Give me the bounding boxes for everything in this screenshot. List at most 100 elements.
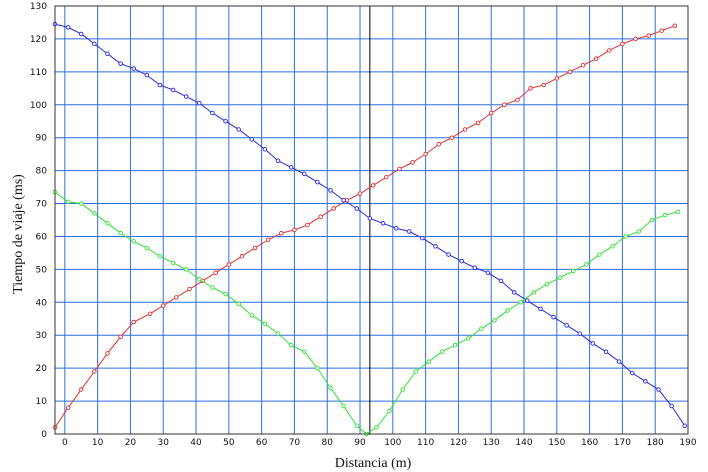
x-tick-label: 160 [581, 438, 598, 448]
y-tick-label: 40 [36, 298, 48, 308]
series-0-line [54, 25, 676, 428]
series-1-point [538, 306, 543, 312]
series-1-point [131, 66, 136, 71]
series-0-point [672, 23, 678, 29]
series-0-point [528, 86, 533, 91]
series-1-point [341, 197, 346, 203]
series-2-point [65, 199, 71, 205]
series-1-point [262, 146, 268, 152]
x-tick-label: 190 [679, 438, 696, 448]
series-2-point [144, 245, 150, 251]
series-1-point [157, 82, 163, 88]
series-0-point [147, 311, 153, 317]
x-tick-label: 120 [450, 438, 467, 448]
y-tick-label: 60 [36, 232, 48, 242]
series-2-point [78, 201, 84, 206]
series-1-point [590, 341, 596, 346]
x-tick-label: 70 [289, 438, 301, 448]
series-2-point [610, 244, 615, 249]
y-axis-title: Tiempo de viaje (ms) [11, 174, 26, 294]
series-1-point [197, 100, 202, 106]
series-0-point [502, 102, 507, 108]
series-0-point [160, 303, 166, 308]
series-2-point [341, 403, 346, 409]
y-tick-label: 100 [30, 101, 47, 111]
series-1-point [65, 25, 71, 30]
series-2-point [223, 291, 228, 297]
series-1-point [472, 265, 478, 270]
series-2-point [236, 301, 241, 307]
series-0-point [397, 166, 402, 172]
y-tick-label: 80 [36, 167, 48, 177]
series-0-point [541, 82, 546, 88]
plot-frame [54, 5, 689, 435]
series-0-point [449, 135, 455, 140]
series-0-point [92, 369, 97, 374]
y-tick-label: 0 [41, 430, 47, 440]
series-1-point [92, 41, 97, 47]
series-1-point [275, 158, 281, 163]
series-2-point [118, 230, 123, 236]
series-0-point [131, 319, 136, 325]
series-2-point [531, 290, 537, 295]
series-1-point [105, 51, 110, 56]
series-1-point [288, 165, 294, 170]
y-tick-label: 130 [30, 2, 47, 12]
series-2-point [584, 262, 589, 267]
series-0-point [620, 41, 625, 47]
series-1-point [511, 290, 517, 295]
series-1-point [328, 188, 333, 193]
series-0-point [213, 270, 218, 275]
series-1-point [302, 171, 307, 177]
series-2-point [544, 281, 550, 287]
series-2-point [662, 212, 668, 218]
series-2-point [262, 321, 268, 326]
series-1-point [669, 403, 674, 409]
series-2-point [328, 385, 333, 391]
series-1-point [183, 94, 189, 99]
series-1-point [616, 359, 622, 364]
series-1-point [485, 270, 491, 275]
series-1-point [433, 244, 438, 249]
series-2-point [131, 239, 136, 244]
y-tick-label: 20 [36, 364, 48, 374]
series-1-point [380, 221, 386, 226]
y-tick-label: 50 [36, 265, 48, 275]
series-2-point [275, 331, 281, 336]
series-2-point [649, 217, 655, 223]
series-2-point [374, 425, 379, 430]
series-2-point [557, 275, 563, 280]
series-0-point [488, 110, 494, 116]
series-0-point [593, 56, 599, 61]
series-0-point [384, 174, 389, 180]
series-1-point [420, 235, 425, 241]
series-2-point [426, 359, 432, 364]
x-tick-label: 80 [321, 438, 333, 448]
series-0-point [423, 151, 428, 157]
series-1-point [315, 179, 320, 185]
series-1-point [354, 206, 359, 211]
x-axis-title: Distancia (m) [335, 456, 412, 471]
series-0-point [252, 245, 258, 251]
axes [54, 5, 689, 435]
series-2-point [492, 318, 497, 323]
x-tick-label: 150 [548, 438, 565, 448]
series-0-point [331, 206, 337, 211]
series-0-point [174, 295, 179, 300]
series-2-point [315, 365, 320, 371]
grid [55, 5, 689, 435]
series-1-point [498, 278, 504, 284]
series-2-point [400, 387, 405, 392]
series-1-point [577, 331, 583, 336]
x-tick-label: 140 [515, 438, 532, 448]
series-1-point [406, 229, 412, 234]
series-2-point [387, 408, 392, 414]
y-tick-label: 120 [30, 35, 47, 45]
series-0-point [436, 142, 441, 147]
series-1-point [629, 370, 635, 376]
series-0-point [226, 262, 232, 267]
series-2-point [354, 423, 359, 429]
series-0-point [318, 214, 323, 219]
x-tick-label: 180 [647, 438, 664, 448]
